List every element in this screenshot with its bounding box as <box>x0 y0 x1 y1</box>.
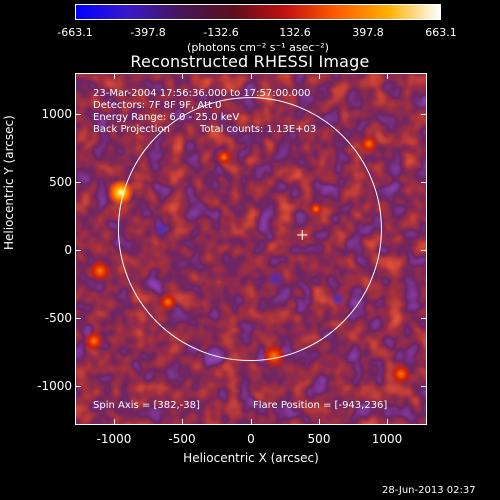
colorbar-units: (photons cm⁻² s⁻¹ asec⁻²) <box>187 41 329 54</box>
observation-time: 23-Mar-2004 17:56:36.000 to 17:57:00.000 <box>93 88 311 99</box>
flare-source <box>107 179 134 206</box>
colorbar-tick-label: -663.1 <box>57 26 93 39</box>
detectors-info: Detectors: 7F 8F 9F, Att 0 <box>93 100 222 111</box>
flare-position-label: Flare Position = [-943,236] <box>253 400 388 411</box>
y-tick-label: 0 <box>64 243 72 257</box>
total-counts: Total counts: 1.13E+03 <box>200 124 317 135</box>
render-timestamp: 28-Jun-2013 02:37 <box>382 485 476 496</box>
reconstruction-method: Back Projection <box>93 124 170 135</box>
y-tick-label: 500 <box>49 175 72 189</box>
colorbar-tick-label: -132.6 <box>203 26 239 39</box>
energy-range: Energy Range: 6.0 - 25.0 keV <box>93 112 240 123</box>
plot-area <box>75 73 427 425</box>
x-tick-label: -1000 <box>96 432 132 446</box>
colorbar <box>75 4 441 20</box>
colorbar-tick-label: 132.6 <box>279 26 311 39</box>
spin-axis-marker <box>297 229 308 240</box>
hot-spots <box>84 135 411 384</box>
y-tick-label: 1000 <box>41 107 72 121</box>
y-axis-label: Heliocentric Y (arcsec) <box>2 115 16 250</box>
colorbar-tick-label: 397.8 <box>352 26 384 39</box>
x-tick-label: 500 <box>307 432 331 446</box>
reconstructed-image <box>76 74 426 424</box>
image-title: Reconstructed RHESSI Image <box>130 52 370 71</box>
colorbar-tick-label: -397.8 <box>130 26 166 39</box>
x-tick-label: -500 <box>168 432 196 446</box>
spin-axis-label: Spin Axis = [382,-38] <box>93 400 200 411</box>
y-tick-label: -500 <box>44 311 72 325</box>
emission-map <box>76 74 426 424</box>
x-tick-label: 0 <box>247 432 255 446</box>
x-tick-label: 1000 <box>371 432 403 446</box>
solar-limb-circle <box>117 97 382 362</box>
x-axis-label: Heliocentric X (arcsec) <box>183 451 319 465</box>
y-tick-label: -1000 <box>37 379 72 393</box>
colorbar-tick-label: 663.1 <box>425 26 457 39</box>
